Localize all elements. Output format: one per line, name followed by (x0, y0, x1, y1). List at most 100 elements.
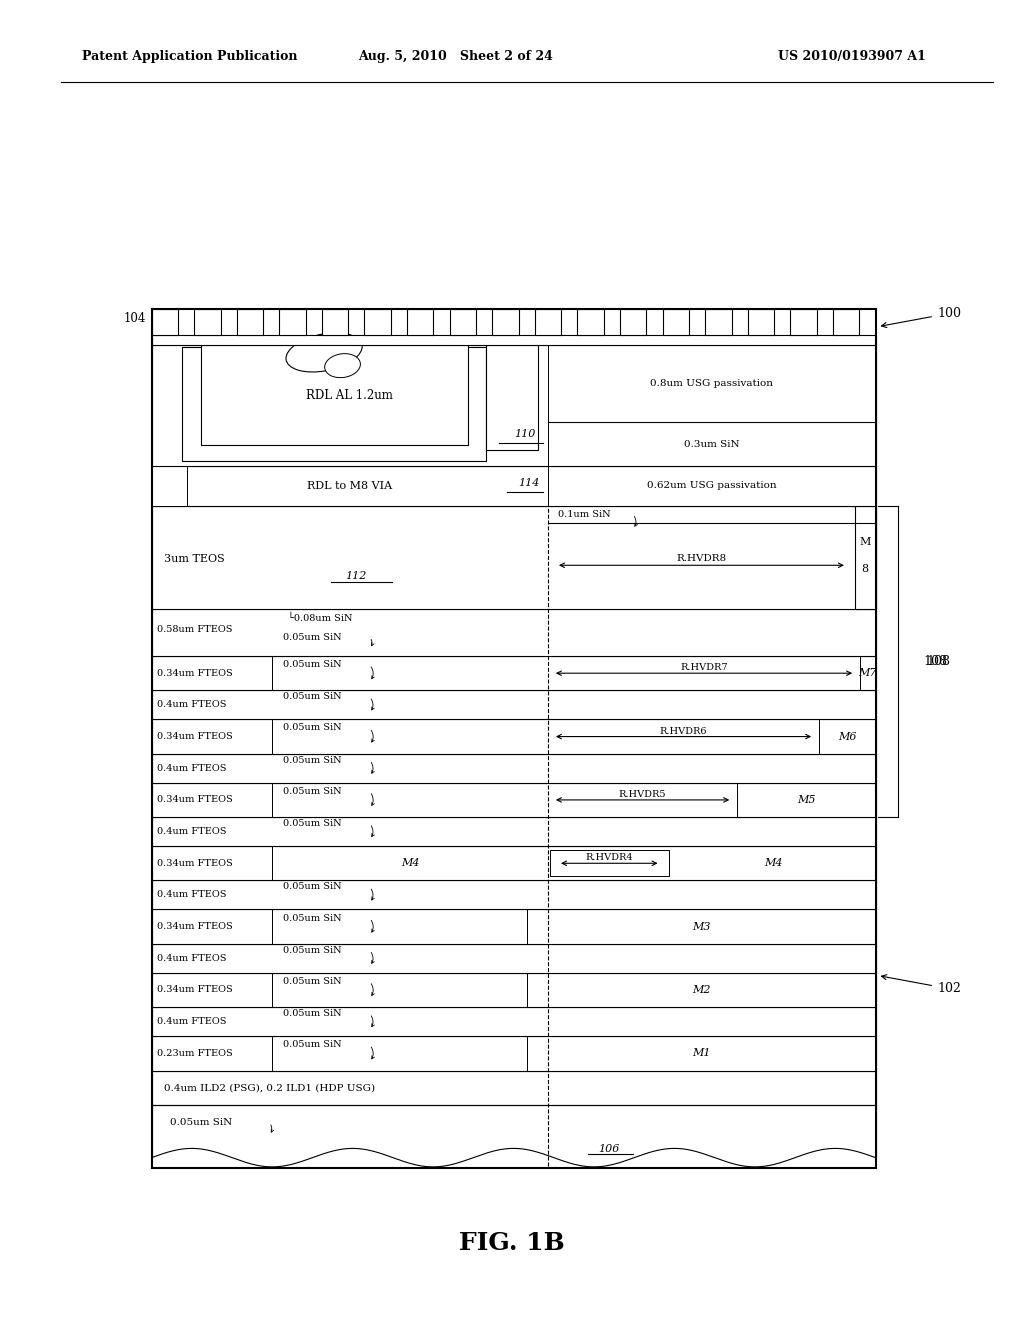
Text: FIG. 1B: FIG. 1B (459, 1232, 565, 1255)
Ellipse shape (325, 354, 360, 378)
Text: 0.1um SiN: 0.1um SiN (558, 510, 610, 519)
Bar (152, 909, 876, 944)
Bar (486, 345, 538, 450)
Text: 0.23um FTEOS: 0.23um FTEOS (157, 1049, 232, 1057)
Bar (855, 506, 876, 609)
Bar (408, 309, 433, 334)
Text: 110: 110 (514, 429, 536, 440)
Text: 0.4um FTEOS: 0.4um FTEOS (157, 764, 226, 772)
Bar (152, 846, 876, 880)
Bar (280, 309, 306, 334)
Text: R.HVDR4: R.HVDR4 (586, 854, 633, 862)
Text: 0.34um FTEOS: 0.34um FTEOS (157, 923, 232, 931)
Bar (663, 309, 689, 334)
Bar (152, 506, 876, 609)
Bar (748, 309, 774, 334)
Text: 100: 100 (882, 308, 961, 327)
Text: M5: M5 (797, 795, 816, 805)
Text: R.HVDR5: R.HVDR5 (618, 791, 667, 799)
Bar (152, 690, 876, 719)
Text: 104: 104 (124, 312, 146, 325)
Text: 0.4um FTEOS: 0.4um FTEOS (157, 1018, 226, 1026)
Bar (152, 334, 876, 345)
Text: M1: M1 (692, 1048, 711, 1059)
Bar (535, 309, 561, 334)
Bar (182, 347, 486, 461)
Text: 8: 8 (862, 565, 868, 574)
Text: 0.34um FTEOS: 0.34um FTEOS (157, 859, 232, 867)
Text: 0.3um SiN: 0.3um SiN (684, 440, 739, 449)
Bar (493, 309, 518, 334)
Text: 0.4um FTEOS: 0.4um FTEOS (157, 701, 226, 709)
Text: M: M (859, 537, 871, 546)
Bar (450, 309, 476, 334)
Text: 0.4um FTEOS: 0.4um FTEOS (157, 828, 226, 836)
Text: 0.8um USG passivation: 0.8um USG passivation (650, 379, 773, 388)
Bar (706, 309, 731, 334)
Bar (791, 309, 817, 334)
Text: 0.4um FTEOS: 0.4um FTEOS (157, 891, 226, 899)
Bar (578, 309, 604, 334)
Bar (550, 850, 669, 876)
Text: 0.4um ILD2 (PSG), 0.2 ILD1 (HDP USG): 0.4um ILD2 (PSG), 0.2 ILD1 (HDP USG) (164, 1084, 375, 1092)
Text: 102: 102 (882, 974, 961, 995)
Text: R.HVDR7: R.HVDR7 (680, 664, 728, 672)
Text: 0.05um SiN: 0.05um SiN (283, 913, 341, 923)
Text: R.HVDR8: R.HVDR8 (677, 554, 726, 564)
Text: 0.05um SiN: 0.05um SiN (283, 723, 341, 733)
Text: M6: M6 (838, 731, 857, 742)
Text: M2: M2 (692, 985, 711, 995)
Ellipse shape (286, 333, 362, 372)
Bar (152, 817, 876, 846)
Text: M4: M4 (764, 858, 782, 869)
Text: 0.05um SiN: 0.05um SiN (170, 1118, 232, 1127)
Text: 112: 112 (346, 570, 367, 581)
Text: 0.05um SiN: 0.05um SiN (283, 787, 341, 796)
Bar (152, 466, 876, 506)
Bar (365, 309, 391, 334)
Bar (201, 345, 468, 445)
Text: └0.08um SiN: └0.08um SiN (288, 614, 352, 623)
Text: US 2010/0193907 A1: US 2010/0193907 A1 (778, 50, 926, 63)
Text: 108: 108 (903, 655, 947, 668)
Text: 0.05um SiN: 0.05um SiN (283, 692, 341, 701)
Text: 0.05um SiN: 0.05um SiN (283, 632, 341, 642)
Text: 0.05um SiN: 0.05um SiN (283, 977, 341, 986)
Bar (152, 656, 876, 690)
Text: 0.34um FTEOS: 0.34um FTEOS (157, 796, 232, 804)
Bar (322, 309, 348, 334)
Bar (620, 309, 646, 334)
Text: RDL to M8 VIA: RDL to M8 VIA (307, 480, 392, 491)
Bar (237, 309, 263, 334)
Text: 0.4um FTEOS: 0.4um FTEOS (157, 954, 226, 962)
Text: 3um TEOS: 3um TEOS (164, 554, 224, 564)
Text: RDL AL 1.2um: RDL AL 1.2um (306, 389, 393, 403)
Text: Patent Application Publication: Patent Application Publication (82, 50, 297, 63)
Bar (152, 345, 876, 466)
Text: 0.62um USG passivation: 0.62um USG passivation (647, 482, 776, 490)
Text: 0.05um SiN: 0.05um SiN (283, 660, 341, 669)
Text: 114: 114 (518, 478, 540, 488)
Text: 108: 108 (927, 655, 950, 668)
Text: 0.05um SiN: 0.05um SiN (283, 945, 341, 954)
Text: R.HVDR6: R.HVDR6 (659, 727, 708, 735)
Text: 0.58um FTEOS: 0.58um FTEOS (157, 626, 232, 635)
Text: 0.05um SiN: 0.05um SiN (283, 755, 341, 764)
Bar (152, 609, 876, 656)
Bar (833, 309, 859, 334)
Text: 106: 106 (599, 1144, 620, 1154)
Bar (152, 1071, 876, 1105)
Text: M4: M4 (400, 858, 420, 869)
Bar (152, 1105, 876, 1168)
Bar (152, 719, 876, 754)
Bar (152, 309, 178, 334)
Text: 0.34um FTEOS: 0.34um FTEOS (157, 733, 232, 741)
Bar (152, 309, 876, 1168)
Text: 0.05um SiN: 0.05um SiN (283, 882, 341, 891)
Text: M3: M3 (692, 921, 711, 932)
Bar (152, 973, 876, 1007)
Bar (152, 1007, 876, 1036)
Text: 0.34um FTEOS: 0.34um FTEOS (157, 986, 232, 994)
Bar (152, 466, 187, 506)
Bar (152, 944, 876, 973)
